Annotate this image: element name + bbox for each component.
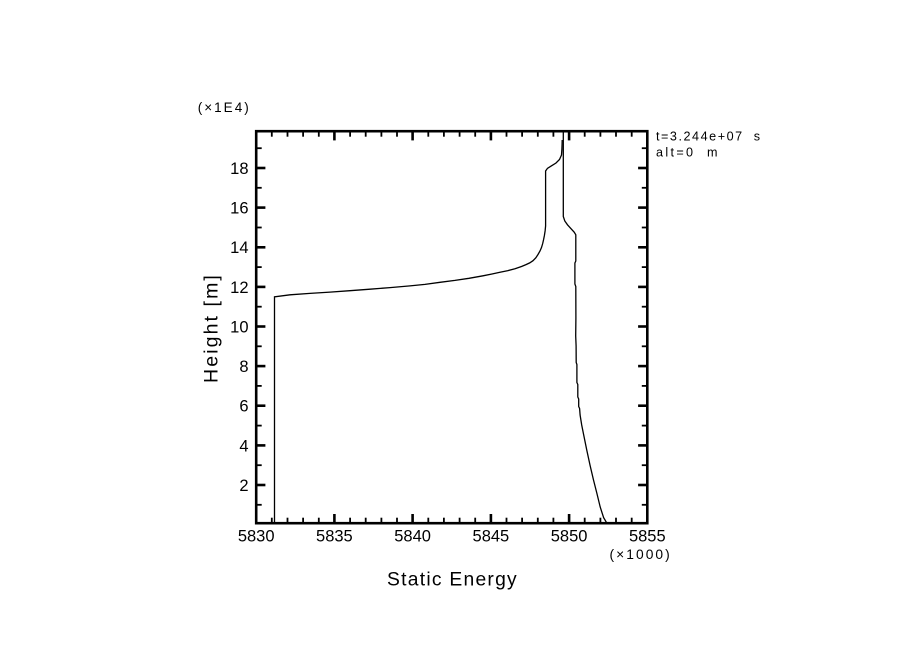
svg-text:8: 8	[239, 358, 248, 376]
svg-text:12: 12	[230, 279, 248, 297]
svg-text:16: 16	[230, 200, 248, 218]
svg-text:18: 18	[230, 160, 248, 178]
svg-text:5840: 5840	[394, 528, 431, 546]
svg-text:Static Energy: Static Energy	[387, 569, 518, 590]
svg-text:4: 4	[239, 437, 248, 455]
svg-text:2: 2	[239, 477, 248, 495]
svg-text:5835: 5835	[316, 528, 353, 546]
svg-text:(×1E4): (×1E4)	[198, 100, 251, 115]
svg-text:5830: 5830	[238, 528, 275, 546]
svg-text:5850: 5850	[551, 528, 588, 546]
svg-text:10: 10	[230, 318, 248, 336]
svg-text:5855: 5855	[629, 528, 666, 546]
svg-text:6: 6	[239, 398, 248, 416]
svg-text:(×1000): (×1000)	[610, 547, 672, 562]
svg-text:5845: 5845	[473, 528, 510, 546]
svg-text:t=3.244e+07 s: t=3.244e+07 s	[656, 129, 762, 143]
svg-text:14: 14	[230, 239, 248, 257]
svg-text:Height [m]: Height [m]	[201, 273, 223, 383]
svg-text:alt=0 m: alt=0 m	[656, 145, 720, 159]
